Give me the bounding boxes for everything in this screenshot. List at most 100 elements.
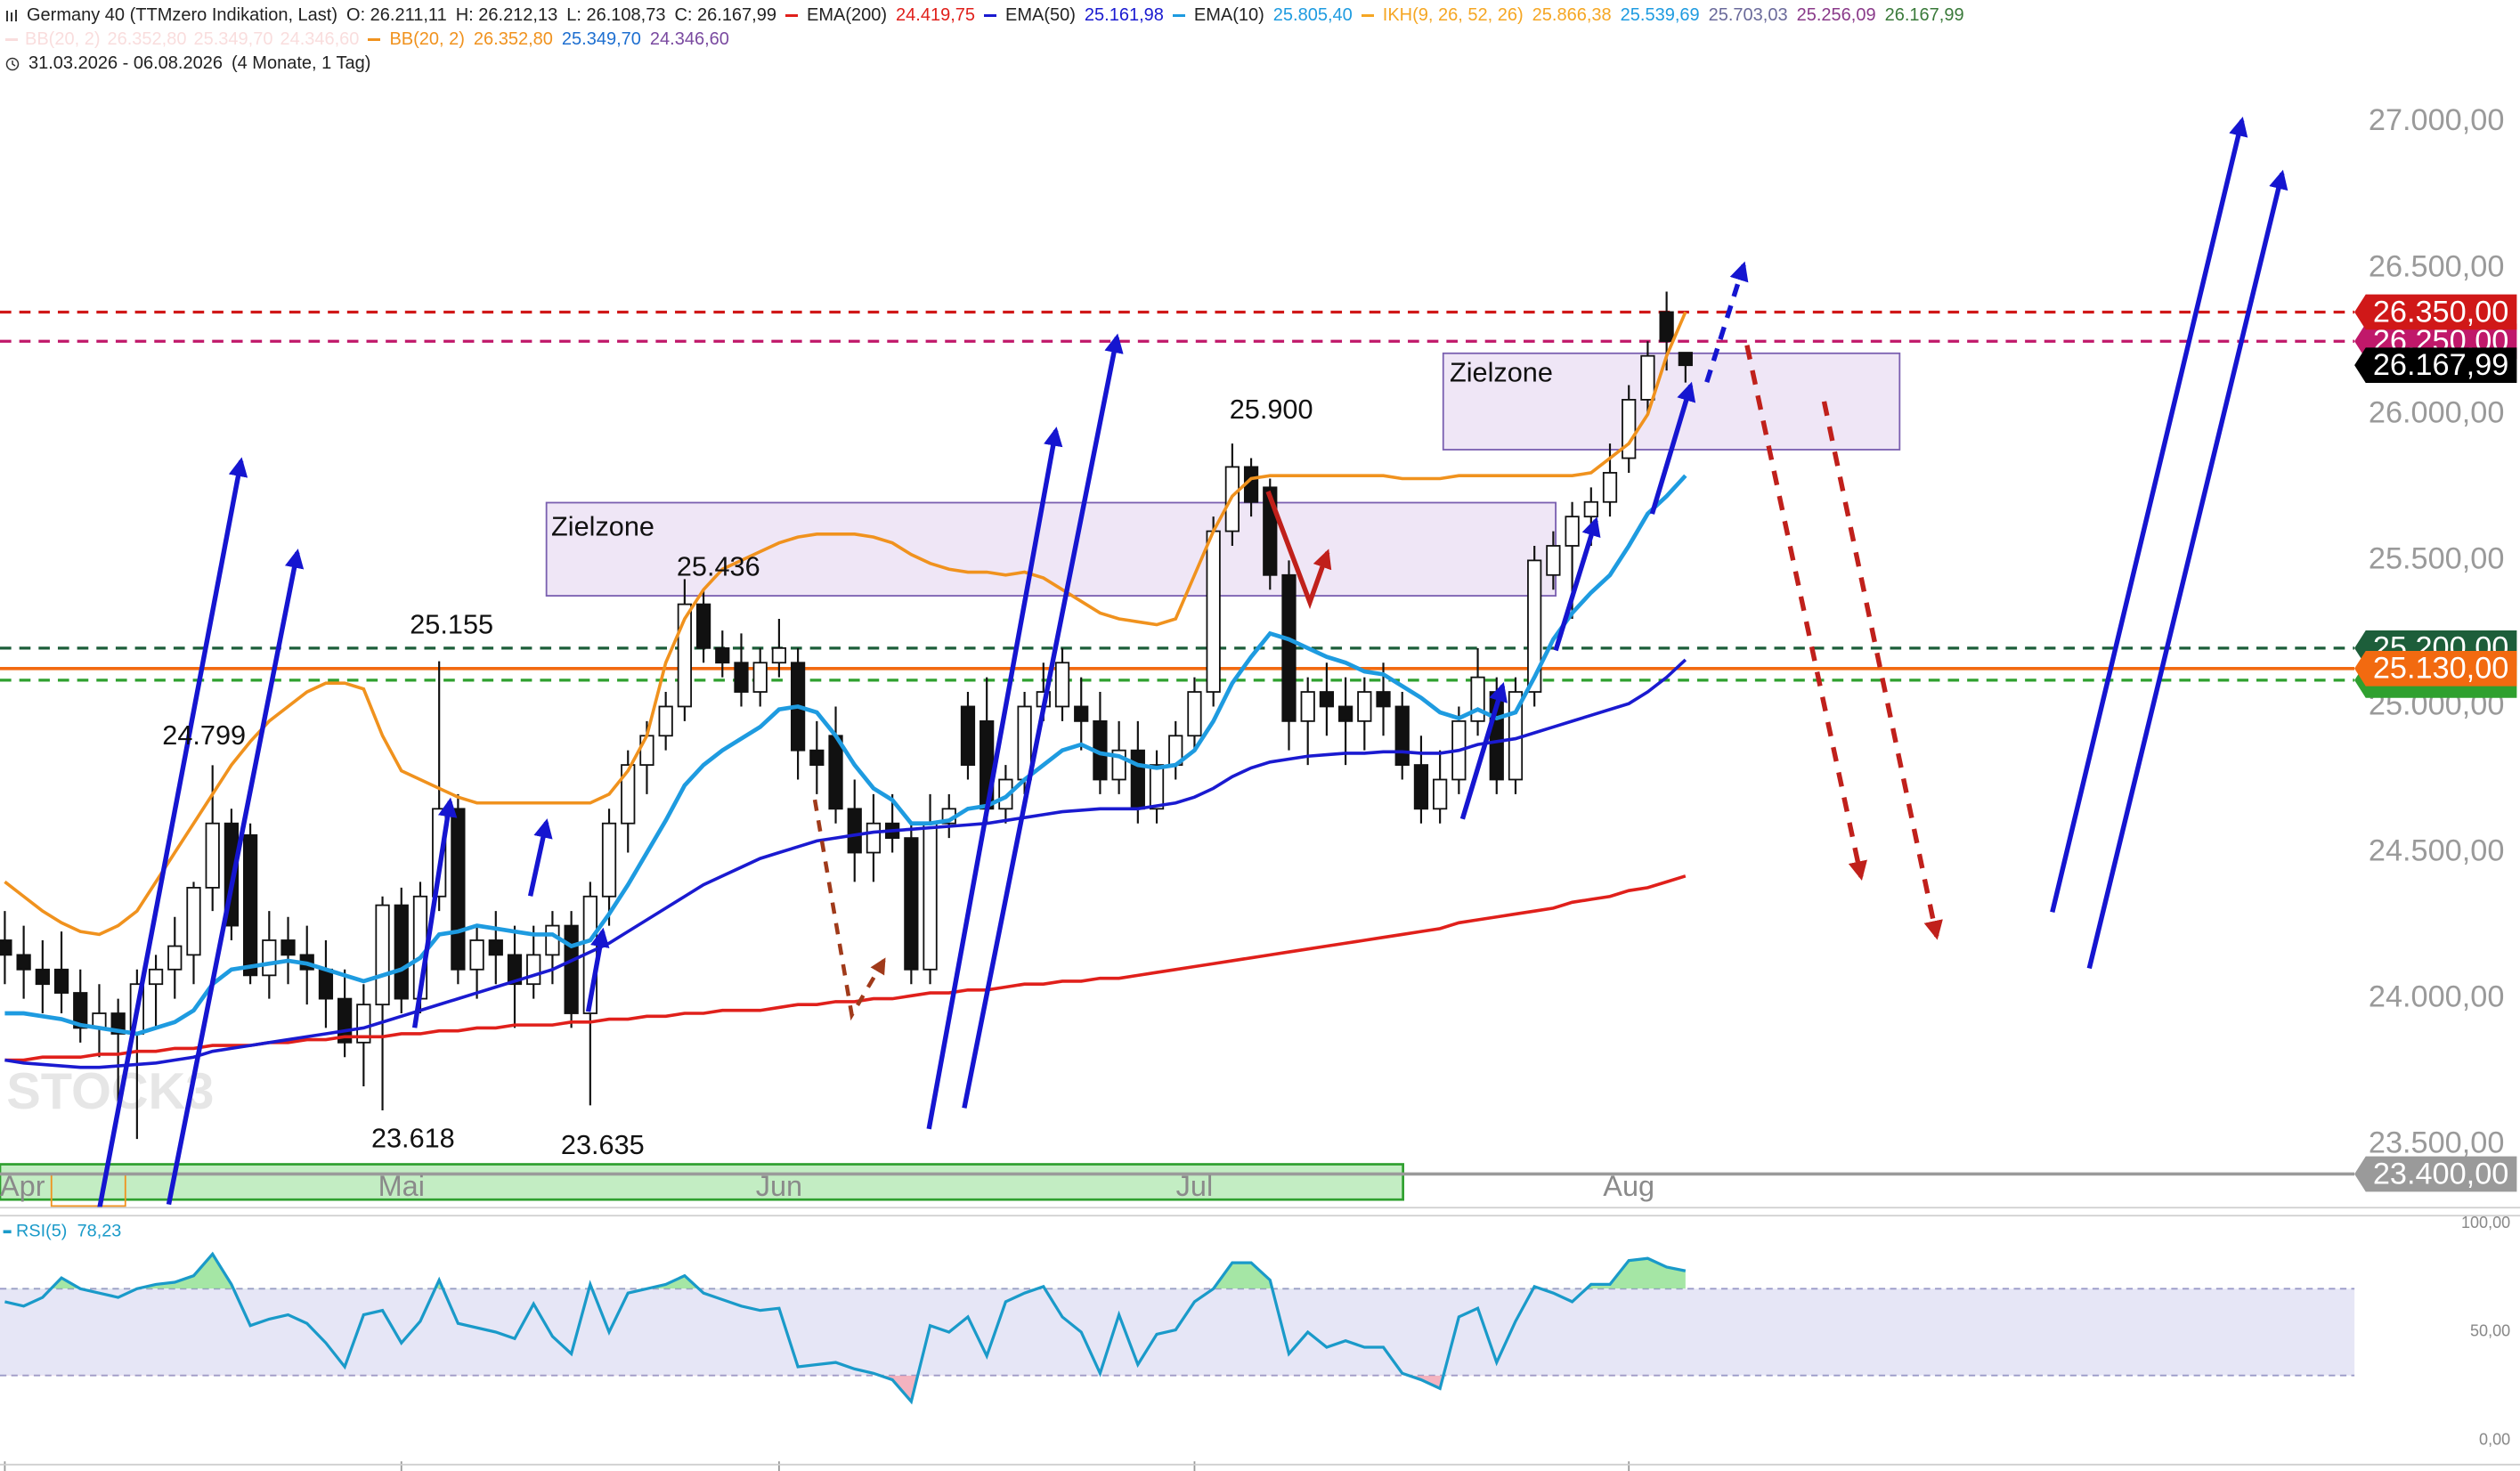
y-tick-label: 23.500,00 [2369,1126,2505,1160]
indicator-line [4,658,1687,1069]
x-tick-label: Jun [756,1170,802,1202]
header-row: BB(20, 2) 26.352,80 25.349,70 24.346,60 BB(2… [5,28,1964,52]
candle-body [526,954,541,986]
arrow [1553,516,1601,652]
annotations: Apr Mai Jun Jul Aug 24.799 25.155 23.618 23.635 2… [0,357,1654,1471]
candle-body [0,939,12,956]
candle-body [488,939,503,956]
price-label-box [2354,294,2517,330]
legend-value: 24.419,75 [896,5,975,25]
candle-body [53,968,69,994]
candle-body [507,954,523,986]
price-annotation: 23.635 [561,1130,645,1160]
candle-body [394,904,409,1000]
header-row: Germany 40 (TTMzero Indikation, Last) O: … [5,4,1964,28]
arrow [962,333,1124,1109]
price-label: 25.130,00 [2373,652,2509,686]
candle-body [356,1004,371,1044]
price-label-box [2354,347,2517,384]
candle-body [1546,545,1561,576]
rsi-tick-label: 0,00 [2479,1431,2510,1449]
legend-entry: RSI(5) [16,1222,67,1241]
legend-swatch [784,14,798,17]
candle-body [1565,516,1580,547]
legend-entry: BB(20, 2) [389,29,465,49]
price-annotation: 25.436 [677,552,760,582]
candle-body [167,945,183,971]
candle-body [1470,676,1485,722]
candle-body [1074,705,1089,722]
candle-body [1602,472,1618,503]
y-tick-label: 27.000,00 [2369,103,2505,137]
arrow [97,457,248,1208]
candle-body [695,603,711,649]
candle-body [1357,691,1372,722]
legend-value: 26.352,80 [473,29,553,49]
candle-body [1640,354,1655,401]
candle-body [451,808,466,971]
y-tick-label: 26.000,00 [2369,395,2505,429]
candle-body [469,939,484,971]
candle-body [639,735,654,766]
candle-body [73,992,88,1029]
arrow [2050,117,2248,914]
candle-body [1622,399,1637,459]
legend-value: 25.805,40 [1272,5,1353,25]
arrow [527,818,553,897]
candle-body [375,904,390,1006]
clock-icon [5,57,20,70]
arrow [2086,169,2288,970]
price-label: 26.167,99 [2373,348,2509,382]
arrow [1744,345,1867,881]
legend-entry: IKH(9, 26, 52, 26) [1382,5,1524,25]
arrow [1704,261,1749,384]
candle-body [828,735,843,810]
price-annotation: 23.618 [371,1124,455,1154]
legend-value: 25.703,03 [1708,5,1788,25]
candle-body [1130,749,1145,810]
candle-body [1678,352,1693,367]
candle-body [998,778,1013,810]
candle-body [280,939,296,956]
arrow [1459,681,1508,820]
rsi-pane: 0,00 50,00 100,00 RSI(5) 78,23 [0,1214,2510,1448]
rsi-band [0,1288,2355,1376]
rsi-tick-label: 100,00 [2461,1214,2510,1231]
candle-body [621,764,636,825]
rsi-tick-label: 50,00 [2470,1322,2510,1340]
ohlc-value: C: 26.167,99 [674,5,776,25]
candle-body [1054,662,1070,708]
zone-label: Zielzone [551,511,654,541]
price-plot [0,291,2355,1176]
legend-swatch [5,38,18,41]
legend-value: 25.866,38 [1532,5,1612,25]
price-label: 26.350,00 [2373,295,2509,329]
candle-body [866,822,882,854]
x-tick-label: Apr [0,1170,45,1202]
candle-body [904,837,919,971]
y-tick-label: 25.500,00 [2369,541,2505,575]
candle-body [1413,764,1429,810]
candle-body [1376,691,1391,708]
price-label-box [2354,1156,2517,1192]
candle-body [318,968,334,1000]
candle-body [262,939,277,977]
price-annotation: 24.799 [162,720,246,751]
instrument-title: Germany 40 (TTMzero Indikation, Last) [27,5,338,25]
ohlc-value: O: 26.211,11 [346,5,447,25]
candle-body [601,822,617,898]
candle-body [1337,705,1353,722]
arrow [1265,490,1332,610]
candle-body [734,662,749,693]
price-annotation: 25.900 [1230,394,1313,425]
zone-label: Zielzone [1450,357,1553,387]
candle-body [923,822,938,971]
candle-body [847,808,862,854]
candle-body [1187,691,1202,737]
candle-body [564,924,579,1014]
candle-body [545,924,560,956]
candle-body [1583,500,1598,518]
candle-body [16,954,31,971]
